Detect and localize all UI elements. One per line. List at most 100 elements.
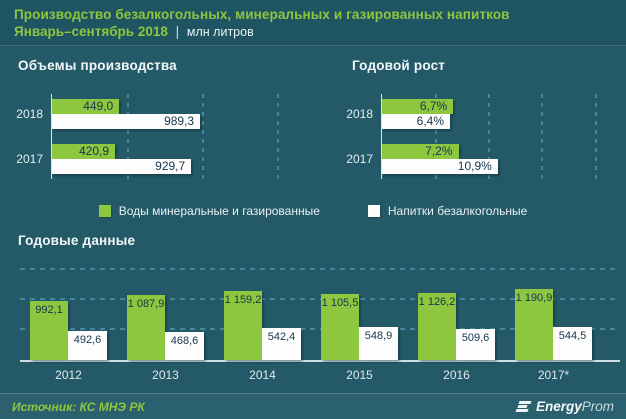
year-label: 2016 bbox=[443, 368, 470, 382]
legend-item-mineral-water: Воды минеральные и газированные bbox=[98, 204, 320, 218]
gridline bbox=[594, 94, 597, 179]
gridline bbox=[201, 94, 204, 179]
bar-value-label: 1 190,9 bbox=[515, 291, 553, 304]
gridline bbox=[276, 94, 279, 179]
energyprom-logo-icon bbox=[515, 401, 532, 412]
annual-group-2017: 1 190,9 544,5 2017* bbox=[515, 248, 592, 382]
bar-value-label: 468,6 bbox=[170, 334, 199, 347]
mineral-water-bar: 1 159,2 bbox=[224, 290, 262, 360]
year-label: 2018 bbox=[346, 107, 373, 121]
bar-value-label: 6,4% bbox=[416, 114, 444, 128]
year-label: 2015 bbox=[346, 368, 373, 382]
growth-row-2017: 2017 7,2% 10,9% bbox=[346, 144, 620, 174]
legend-label: Напитки безалкогольные bbox=[387, 204, 528, 218]
year-label: 2017* bbox=[537, 368, 570, 382]
soft-drinks-bar: 544,5 bbox=[553, 327, 592, 360]
soft-drinks-bar: 10,9% bbox=[382, 159, 498, 174]
page-title: Производство безалкогольных, минеральных… bbox=[14, 7, 510, 22]
mineral-water-bar: 6,7% bbox=[382, 99, 454, 114]
soft-drinks-bar: 6,4% bbox=[382, 114, 450, 129]
annual-group-2012: 992,1 492,6 2012 bbox=[30, 248, 107, 382]
source-text: Источник: КС МНЭ РК bbox=[12, 399, 145, 414]
volumes-row-2018: 2018 449,0 989,3 bbox=[16, 99, 311, 129]
header: Производство безалкогольных, минеральных… bbox=[0, 0, 626, 46]
gridline bbox=[435, 94, 438, 179]
annual-group-2013: 1 087,9 468,6 2013 bbox=[127, 248, 204, 382]
volumes-row-2017: 2017 420,9 929,7 bbox=[16, 144, 311, 174]
annual-chart: 992,1 492,6 2012 1 087,9 468,6 2013 1 15… bbox=[20, 248, 620, 382]
soft-drinks-bar: 509,6 bbox=[456, 329, 495, 360]
annual-chart-title: Годовые данные bbox=[18, 233, 136, 248]
growth-plot-area: 2018 6,7% 6,4% 2017 7,2% 10,9% bbox=[346, 94, 620, 179]
bar-value-label: 1 126,2 bbox=[418, 295, 456, 308]
logo-text-bold: Energy bbox=[535, 399, 582, 414]
gridline bbox=[541, 94, 544, 179]
bar-value-label: 7,2% bbox=[425, 144, 453, 158]
soft-drinks-bar: 468,6 bbox=[165, 331, 204, 360]
soft-drinks-bar: 542,4 bbox=[262, 327, 301, 360]
bar-value-label: 992,1 bbox=[35, 303, 63, 316]
year-label: 2017 bbox=[346, 152, 373, 166]
year-label: 2014 bbox=[249, 368, 276, 382]
mineral-water-bar: 1 087,9 bbox=[127, 294, 165, 360]
growth-row-2018: 2018 6,7% 6,4% bbox=[346, 99, 620, 129]
growth-gridlines bbox=[382, 94, 620, 179]
bar-value-label: 420,9 bbox=[78, 144, 109, 158]
bar-value-label: 10,9% bbox=[457, 159, 492, 173]
legend: Воды минеральные и газированные Напитки … bbox=[0, 204, 626, 218]
gridline bbox=[20, 328, 620, 331]
year-label: 2013 bbox=[152, 368, 179, 382]
soft-drinks-bar: 989,3 bbox=[52, 114, 201, 129]
volumes-chart: Объемы производства 2018 449,0 989,3 201… bbox=[16, 58, 311, 179]
bar-value-label: 509,6 bbox=[461, 332, 490, 345]
annual-group-2016: 1 126,2 509,6 2016 bbox=[418, 248, 495, 382]
mineral-water-bar: 1 105,5 bbox=[321, 293, 359, 360]
mineral-water-bar: 449,0 bbox=[52, 99, 120, 114]
bar-value-label: 1 105,5 bbox=[321, 296, 359, 309]
mineral-water-bar: 1 126,2 bbox=[418, 292, 456, 360]
gridline bbox=[20, 298, 620, 301]
year-label: 2018 bbox=[16, 107, 43, 121]
legend-label: Воды минеральные и газированные bbox=[118, 204, 320, 218]
subtitle-separator: | bbox=[175, 24, 180, 39]
soft-drinks-bar: 548,9 bbox=[359, 327, 398, 360]
annual-group-2014: 1 159,2 542,4 2014 bbox=[224, 248, 301, 382]
year-label: 2012 bbox=[55, 368, 82, 382]
volumes-gridlines bbox=[52, 94, 311, 179]
growth-chart-title: Годовой рост bbox=[352, 58, 446, 73]
units-label: млн литров bbox=[186, 25, 254, 39]
year-label: 2017 bbox=[16, 152, 43, 166]
annual-gridlines bbox=[20, 248, 620, 360]
bar-value-label: 449,0 bbox=[83, 99, 114, 113]
page-subtitle: Январь–сентябрь 2018 | млн литров bbox=[14, 23, 612, 41]
mineral-water-bar: 420,9 bbox=[52, 144, 115, 159]
bar-value-label: 542,4 bbox=[267, 330, 296, 343]
mineral-water-bar: 7,2% bbox=[382, 144, 459, 159]
volumes-chart-title: Объемы производства bbox=[18, 58, 177, 73]
bar-value-label: 6,7% bbox=[419, 99, 448, 113]
legend-item-soft-drinks: Напитки безалкогольные bbox=[367, 204, 528, 218]
gridline bbox=[126, 94, 129, 179]
legend-swatch-white bbox=[367, 205, 380, 217]
bar-value-label: 1 159,2 bbox=[224, 293, 262, 306]
gridline bbox=[488, 94, 491, 179]
bar-value-label: 1 087,9 bbox=[127, 297, 165, 310]
legend-swatch-green bbox=[98, 205, 111, 217]
footer: Источник: КС МНЭ РК Energy Prom bbox=[0, 393, 626, 419]
annual-group-2015: 1 105,5 548,9 2015 bbox=[321, 248, 398, 382]
soft-drinks-bar: 492,6 bbox=[68, 330, 107, 360]
bar-value-label: 548,9 bbox=[364, 330, 393, 343]
energyprom-logo: Energy Prom bbox=[515, 399, 614, 414]
bar-value-label: 929,7 bbox=[155, 159, 186, 173]
growth-chart: Годовой рост 2018 6,7% 6,4% 2017 7,2% 10… bbox=[346, 58, 620, 179]
bar-value-label: 989,3 bbox=[164, 114, 195, 128]
gridline bbox=[20, 268, 620, 271]
mineral-water-bar: 992,1 bbox=[30, 300, 68, 360]
bar-value-label: 544,5 bbox=[558, 330, 587, 343]
bar-value-label: 492,6 bbox=[73, 333, 102, 346]
annual-bar-groups: 992,1 492,6 2012 1 087,9 468,6 2013 1 15… bbox=[20, 248, 620, 382]
logo-text-light: Prom bbox=[581, 399, 614, 414]
soft-drinks-bar: 929,7 bbox=[52, 159, 192, 174]
mineral-water-bar: 1 190,9 bbox=[515, 288, 553, 360]
